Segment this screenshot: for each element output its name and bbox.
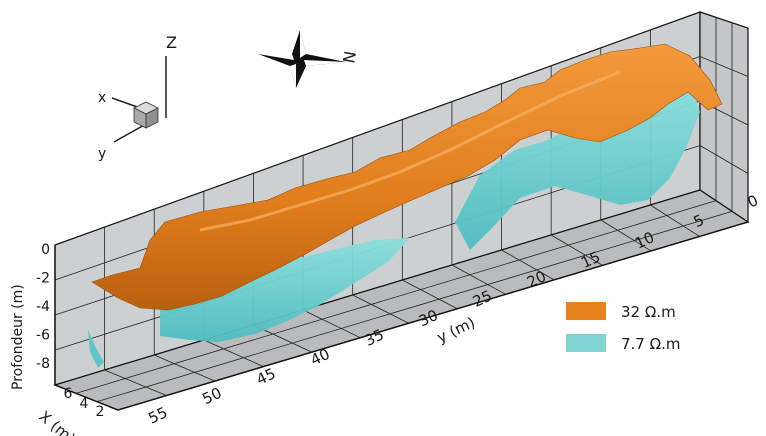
y-axis-label: y (m) <box>434 313 478 346</box>
conductive-body-left <box>160 238 410 342</box>
compass-north-label: N <box>339 50 360 65</box>
compass-star <box>258 30 346 88</box>
x-tick-label: 2 <box>96 404 105 420</box>
depth-tick-label: -2 <box>36 271 50 287</box>
compass-rose: N <box>258 30 360 88</box>
legend-swatch-conductive <box>566 334 606 352</box>
orientation-gizmo: Z x y <box>98 33 177 162</box>
gizmo-z-label: Z <box>166 33 177 52</box>
resistive-body-highlight <box>199 70 621 232</box>
gizmo-cube <box>133 101 159 129</box>
end-wall <box>699 11 749 224</box>
front-edge <box>54 221 749 411</box>
conductive-body-spike <box>88 330 104 368</box>
gizmo-x-label: x <box>98 90 106 106</box>
y-axis-line <box>113 123 147 143</box>
y-tick-label: 55 <box>145 403 170 427</box>
depth-tick-label: -6 <box>36 328 50 344</box>
depth-tick-label: -4 <box>36 299 50 315</box>
x-tick-label: 6 <box>64 386 73 402</box>
y-tick-label: 50 <box>200 384 225 408</box>
x-axis-ticks: 64 2 <box>64 386 105 420</box>
depth-axis-label: Profondeur (m) <box>10 284 26 390</box>
legend-label-resistive: 32 Ω.m <box>621 303 676 321</box>
depth-axis-ticks: 0 -2 -4 -6 -8 <box>36 242 50 372</box>
legend-swatch-resistive <box>566 302 606 320</box>
depth-tick-label: -8 <box>36 356 50 372</box>
resistive-body-main <box>91 43 723 311</box>
gizmo-y-label: y <box>98 146 106 162</box>
legend-label-conductive: 7.7 Ω.m <box>621 335 680 353</box>
x-axis-label: X (m) <box>35 407 78 436</box>
legend: 32 Ω.m 7.7 Ω.m <box>566 302 680 353</box>
x-axis-line <box>111 97 141 109</box>
depth-tick-label: 0 <box>41 242 50 258</box>
x-tick-label: 4 <box>80 396 89 412</box>
resistive-body <box>91 43 723 311</box>
